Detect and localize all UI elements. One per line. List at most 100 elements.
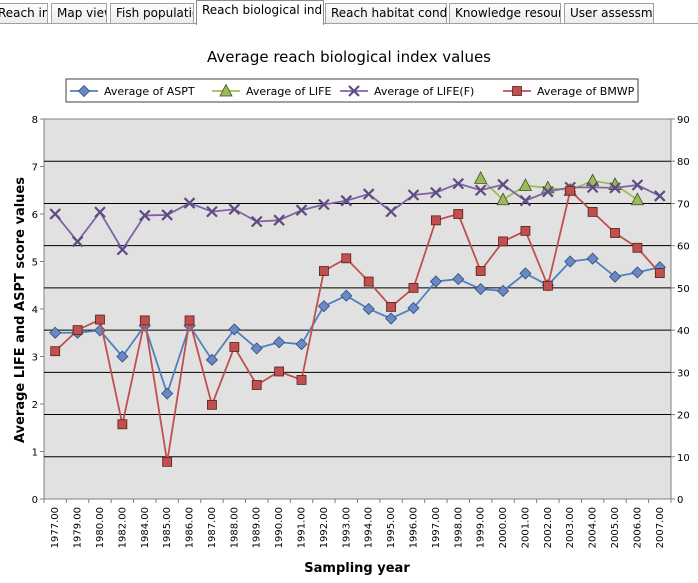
data-point	[631, 266, 644, 279]
legend-marker	[77, 84, 91, 98]
legend-item: Average of ASPT	[70, 84, 195, 98]
legend-marker	[512, 86, 522, 96]
data-point	[452, 273, 465, 286]
data-point	[207, 399, 217, 410]
series-layer	[49, 171, 666, 467]
tab-knowledge-resources[interactable]: Knowledge resources	[449, 3, 561, 23]
data-point	[430, 215, 441, 226]
x-tick-label: 1992.00	[319, 507, 330, 548]
data-point	[116, 350, 129, 363]
data-point	[632, 242, 643, 253]
x-tick-label: 1984.00	[140, 507, 151, 548]
data-point	[94, 206, 106, 218]
x-tick-label: 1994.00	[364, 507, 375, 548]
x-tick-label: 2003.00	[565, 507, 576, 548]
data-point	[520, 225, 531, 236]
data-point	[318, 198, 330, 211]
x-tick-label: 1998.00	[453, 507, 464, 548]
tab-reach-habitat-condition[interactable]: Reach habitat condition	[325, 3, 447, 23]
y-tick-label: 3	[32, 353, 38, 364]
legend-label: Average of ASPT	[104, 85, 195, 98]
tab-user-assessment[interactable]: User assessment	[564, 3, 654, 23]
chart-panel: Average reach biological index values Av…	[0, 24, 698, 579]
x-tick-label: 1991.00	[297, 507, 308, 548]
data-point	[496, 192, 510, 206]
x-tick-label: 1979.00	[73, 507, 84, 548]
series-3	[50, 185, 665, 467]
data-point	[139, 315, 150, 326]
chart-title: Average reach biological index values	[207, 48, 491, 66]
data-point	[586, 181, 599, 194]
y2-tick-label: 40	[677, 326, 690, 337]
data-point	[49, 326, 62, 339]
data-point	[251, 380, 262, 390]
data-point	[474, 184, 487, 197]
y2-tick-label: 20	[677, 411, 690, 422]
data-point	[586, 252, 599, 265]
legend-marker	[348, 85, 360, 97]
data-point	[452, 177, 465, 190]
y-axis-left: 0 1 2 3 4 5 6 7 8	[32, 115, 44, 506]
data-point	[519, 267, 532, 280]
tab-reach-info[interactable]: Reach info	[0, 3, 48, 23]
legend-label: Average of BMWP	[537, 85, 635, 98]
data-point	[519, 194, 532, 207]
data-point	[228, 323, 241, 336]
data-point	[319, 266, 329, 276]
data-point	[475, 266, 486, 276]
data-point	[610, 228, 620, 238]
x-tick-label: 2006.00	[632, 507, 643, 548]
line-chart: Average reach biological index values Av…	[13, 48, 690, 576]
x-tick-label: 1987.00	[207, 507, 218, 548]
y2-tick-label: 50	[677, 284, 690, 295]
data-point	[274, 366, 285, 377]
data-point	[630, 192, 645, 206]
tab-map-view[interactable]: Map view	[51, 3, 107, 23]
data-point	[50, 346, 61, 357]
data-point	[654, 190, 666, 202]
x-tick-label: 2007.00	[655, 507, 666, 548]
data-point	[386, 301, 396, 312]
legend-item: Average of BMWP	[503, 85, 635, 98]
y-tick-label: 8	[32, 115, 38, 126]
data-point	[608, 270, 622, 283]
y-tick-label: 2	[32, 400, 38, 411]
legend-marker	[219, 83, 233, 97]
legend-item: Average of LIFE	[212, 83, 331, 98]
data-point	[162, 456, 173, 467]
y2-tick-label: 10	[677, 453, 690, 464]
data-point	[116, 243, 129, 256]
data-point	[229, 342, 240, 352]
data-point	[362, 188, 375, 200]
data-point	[565, 185, 576, 196]
x-tick-label: 2004.00	[588, 507, 599, 548]
data-point	[407, 301, 420, 315]
data-point	[363, 276, 374, 287]
tab-reach-biological-indices[interactable]: Reach biological indices	[196, 0, 324, 25]
data-point	[49, 208, 61, 220]
data-point	[295, 204, 308, 216]
data-point	[250, 342, 263, 355]
y2-tick-label: 30	[677, 368, 690, 379]
data-point	[564, 255, 577, 268]
data-point	[317, 300, 330, 313]
x-axis-title: Sampling year	[304, 561, 410, 576]
data-point	[341, 253, 352, 264]
data-point	[250, 215, 263, 228]
y2-tick-label: 80	[677, 157, 690, 168]
y-axis-title: Average LIFE and ASPT score values	[13, 177, 28, 443]
y-tick-label: 5	[32, 258, 38, 269]
x-tick-label: 1988.00	[229, 507, 240, 548]
legend: Average of ASPT Average of LIFE Average of…	[65, 78, 639, 103]
data-point	[340, 289, 353, 302]
series-line	[55, 257, 661, 397]
data-point	[408, 282, 419, 293]
data-point	[273, 214, 285, 226]
data-point	[340, 194, 353, 207]
data-point	[453, 209, 464, 219]
tab-fish-populations[interactable]: Fish populations	[110, 3, 194, 23]
y-tick-label: 1	[32, 448, 38, 459]
series-2	[49, 177, 666, 256]
x-tick-label: 1985.00	[162, 507, 173, 548]
y-tick-label: 7	[32, 163, 38, 174]
